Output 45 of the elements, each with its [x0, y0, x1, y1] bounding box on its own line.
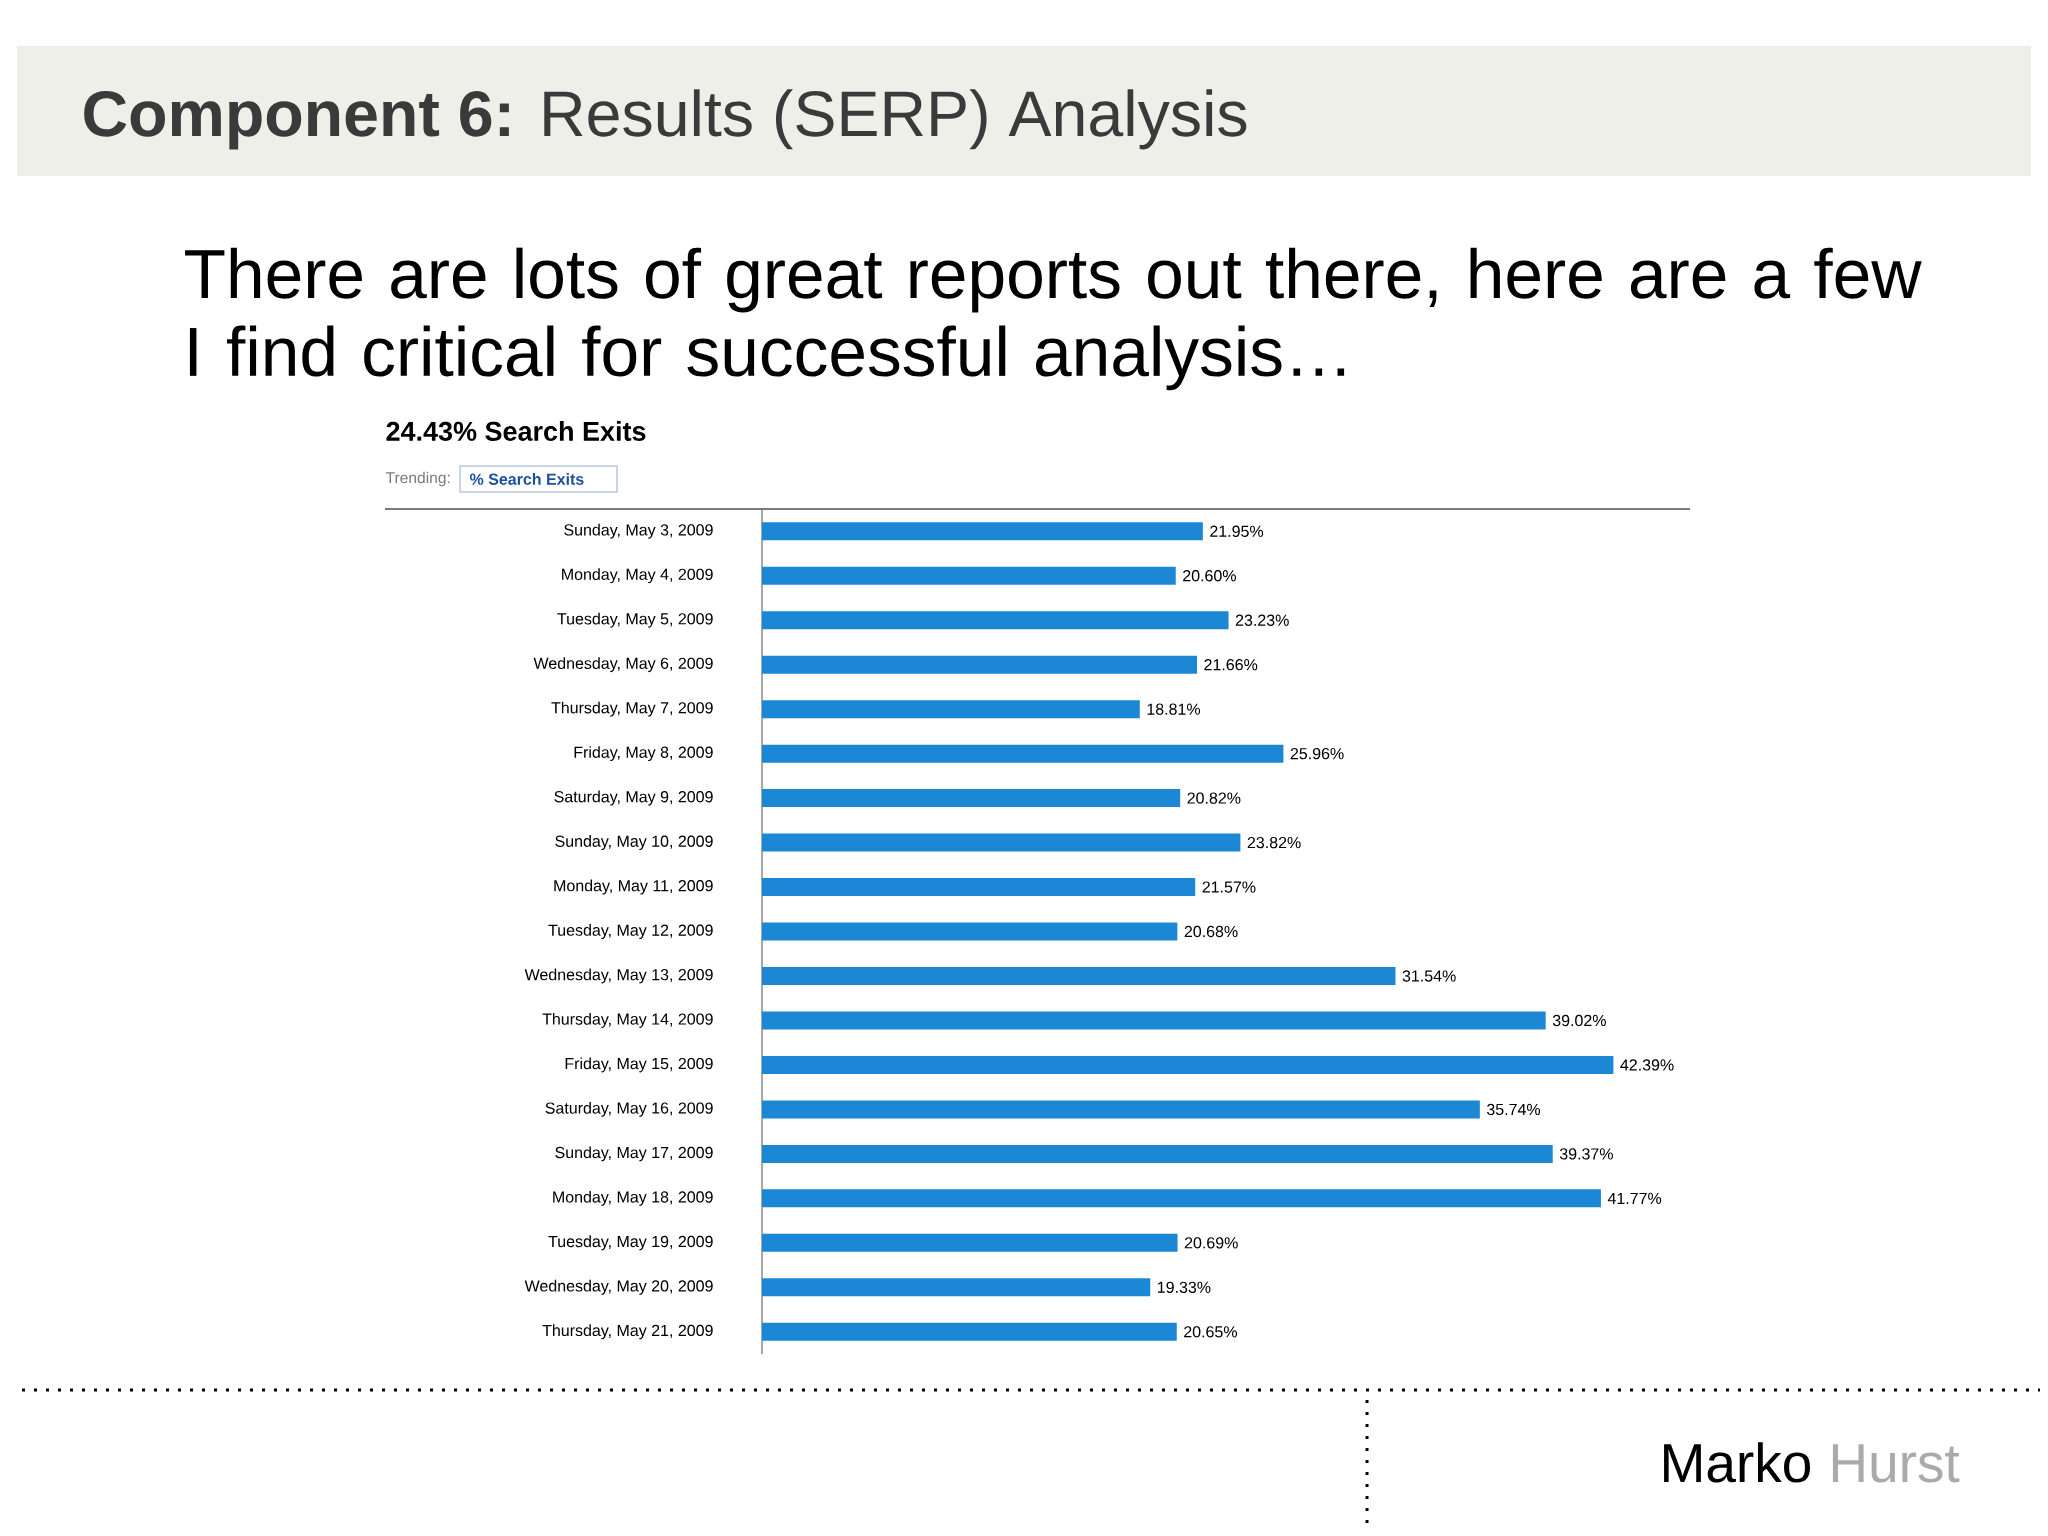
y-tick-label: Monday, May 4, 2009: [562, 568, 713, 584]
chart-title: Component 6: Results (SERP) Analysis: [84, 89, 1247, 150]
text: Marko: [1664, 1442, 1811, 1483]
data-label: 20.60%: [1183, 570, 1236, 582]
data-label: 18.81%: [1147, 703, 1201, 715]
data-label: 20.82%: [1187, 792, 1241, 804]
data-label: 21.95%: [1210, 525, 1264, 537]
y-tick-label: Friday, May 15, 2009: [565, 1057, 713, 1073]
data-label: 20.69%: [1184, 1237, 1238, 1249]
y-tick-label: Sunday, May 3, 2009: [564, 523, 713, 539]
data-label: 31.54%: [1402, 970, 1456, 982]
data-label: 35.74%: [1486, 1103, 1541, 1116]
text: Trending:: [385, 471, 450, 487]
y-tick-label: Wednesday, May 13, 2009: [524, 968, 713, 984]
data-label: 21.57%: [1202, 881, 1256, 893]
text: % Search Exits: [469, 473, 584, 485]
y-tick-label: Tuesday, May 5, 2009: [557, 612, 713, 628]
y-tick-label: Sunday, May 10, 2009: [555, 835, 713, 851]
data-label: 39.37%: [1559, 1148, 1613, 1160]
text: 24.43% Search Exits: [386, 421, 646, 441]
data-label: 20.68%: [1184, 925, 1238, 938]
data-label: 20.65%: [1184, 1326, 1237, 1338]
data-label: 25.96%: [1290, 747, 1344, 760]
y-tick-label: Wednesday, May 20, 2009: [524, 1279, 713, 1295]
text: Hurst: [1832, 1444, 1960, 1483]
y-tick-label: Sunday, May 17, 2009: [555, 1146, 713, 1162]
y-tick-label: Tuesday, May 19, 2009: [548, 1235, 713, 1251]
data-label: 21.66%: [1204, 659, 1258, 671]
data-label: 23.23%: [1235, 614, 1289, 626]
y-tick-label: Monday, May 18, 2009: [553, 1190, 713, 1206]
y-tick-label: Tuesday, May 12, 2009: [548, 924, 713, 939]
y-tick-label: Wednesday, May 6, 2009: [533, 657, 713, 673]
data-label: 42.39%: [1620, 1059, 1674, 1071]
data-label: 39.02%: [1552, 1014, 1606, 1027]
y-tick-label: Saturday, May 9, 2009: [554, 790, 713, 806]
y-tick-label: Monday, May 11, 2009: [554, 879, 713, 895]
data-label: 19.33%: [1157, 1281, 1211, 1293]
data-label: 23.82%: [1247, 836, 1301, 849]
y-tick-label: Thursday, May 21, 2009: [542, 1324, 713, 1340]
y-tick-label: Friday, May 8, 2009: [574, 746, 713, 762]
y-tick-label: Thursday, May 7, 2009: [551, 701, 713, 717]
data-label: 41.77%: [1607, 1192, 1662, 1204]
y-tick-label: Saturday, May 16, 2009: [545, 1101, 713, 1117]
y-tick-label: Thursday, May 14, 2009: [542, 1012, 713, 1028]
chart-subtitle: There are lots of great reports out there, here are a few I find critical for successful analysis…: [185, 247, 1922, 391]
